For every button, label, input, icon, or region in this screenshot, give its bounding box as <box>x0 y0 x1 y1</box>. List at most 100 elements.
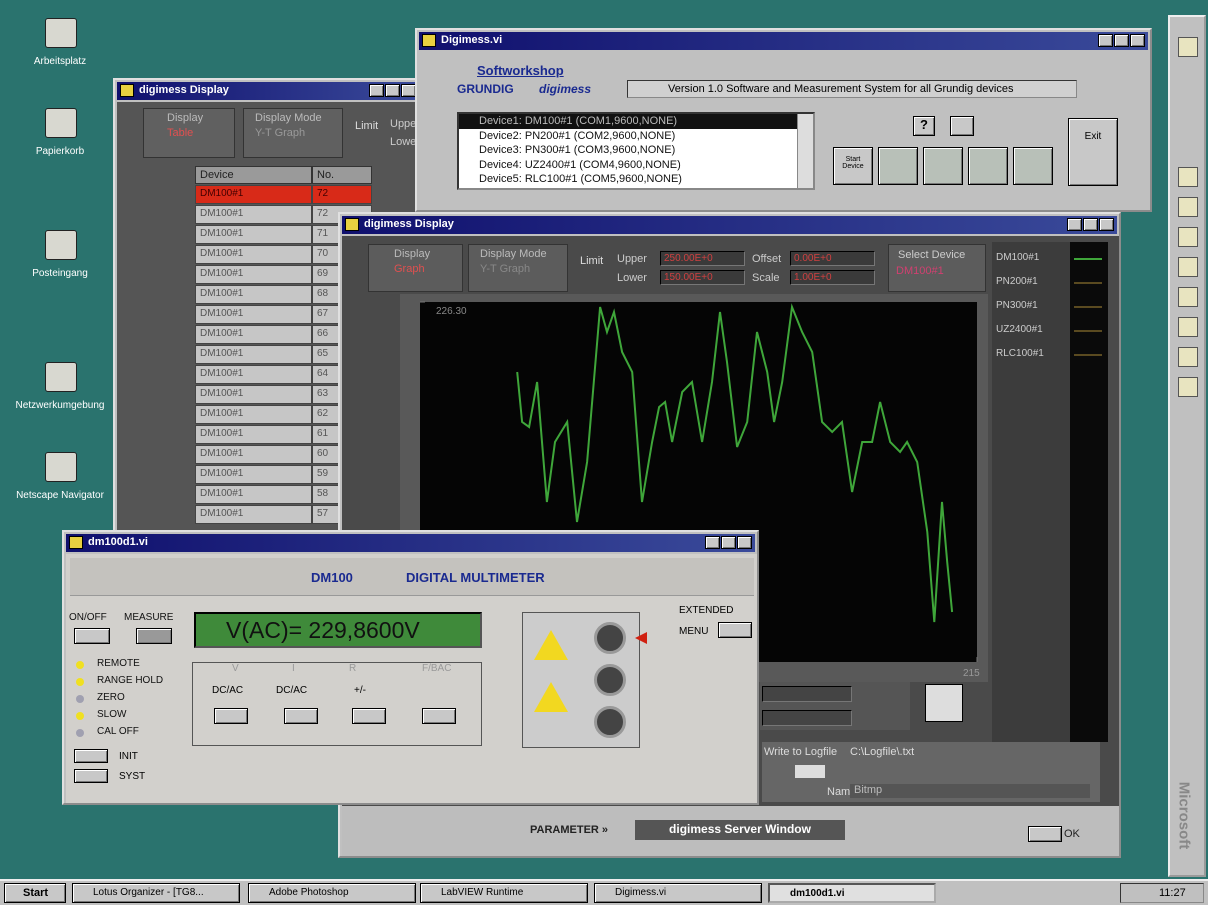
table-cell: DM100#1 <box>195 205 312 224</box>
input-jack <box>594 664 626 696</box>
input-jack <box>594 622 626 654</box>
init-label: INIT <box>119 751 138 762</box>
office-button[interactable] <box>1178 227 1198 247</box>
window-control[interactable] <box>401 84 416 97</box>
device-item[interactable]: Device5: RLC100#1 (COM5,9600,NONE) <box>459 172 799 187</box>
tool-button[interactable] <box>968 147 1008 185</box>
desktop-icon-label: Netzwerkumgebung <box>8 400 112 411</box>
device-item[interactable]: Device3: PN300#1 (COM3,9600,NONE) <box>459 143 799 158</box>
mode-button[interactable] <box>352 708 386 724</box>
tray: 11:27 <box>1120 883 1204 903</box>
desktop-icon-label: Papierkorb <box>8 146 112 157</box>
mode-button-label: DC/AC <box>212 685 243 696</box>
syst-label: SYST <box>119 771 145 782</box>
extended-label: EXTENDED <box>679 605 733 616</box>
table-cell: DM100#1 <box>195 325 312 344</box>
taskbar-item[interactable]: Adobe Photoshop <box>248 883 416 903</box>
window-control[interactable] <box>721 536 736 549</box>
indicator-led <box>76 729 84 737</box>
table-cell: DM100#1 <box>195 385 312 404</box>
desktop-icon-label: Posteingang <box>8 268 112 279</box>
window-control[interactable] <box>705 536 720 549</box>
office-button[interactable] <box>1178 317 1198 337</box>
window-control[interactable] <box>1130 34 1145 47</box>
indicator-label: ZERO <box>97 692 125 703</box>
table-cell: DM100#1 <box>195 425 312 444</box>
office-button[interactable] <box>1178 167 1198 187</box>
office-button[interactable] <box>1178 257 1198 277</box>
menu-label: MENU <box>679 626 708 637</box>
desktop-icon[interactable] <box>45 362 77 392</box>
input-jack <box>594 706 626 738</box>
indicator-led <box>76 678 84 686</box>
measure-button[interactable] <box>136 628 172 644</box>
desktop-icon[interactable] <box>45 452 77 482</box>
on-off-button[interactable] <box>74 628 110 644</box>
mode-button[interactable] <box>422 708 456 724</box>
device-item[interactable]: Device4: UZ2400#1 (COM4,9600,NONE) <box>459 158 799 173</box>
indicator-led <box>76 712 84 720</box>
help-button[interactable]: ? <box>913 116 935 136</box>
version-box: Version 1.0 Software and Measurement Sys… <box>627 80 1077 98</box>
multimeter-window: dm100d1.viDM100DIGITAL MULTIMETERON/OFFM… <box>62 530 759 805</box>
window-title: dm100d1.vi <box>88 536 148 548</box>
limit-label: Limit <box>355 120 378 132</box>
office-button[interactable] <box>1178 347 1198 367</box>
softworkshop-link[interactable]: Softworkshop <box>477 63 564 78</box>
taskbar-item[interactable]: dm100d1.vi <box>768 883 936 903</box>
start-device-button[interactable]: Start Device <box>833 147 873 185</box>
table-cell: 72 <box>312 185 372 204</box>
exit-button[interactable]: Exit <box>1068 118 1118 186</box>
mode-button[interactable] <box>214 708 248 724</box>
desktop-icon[interactable] <box>45 230 77 260</box>
indicator-label: REMOTE <box>97 658 140 669</box>
mode-button-label: DC/AC <box>276 685 307 696</box>
office-button[interactable] <box>1178 37 1198 57</box>
window-control[interactable] <box>369 84 384 97</box>
office-button[interactable] <box>1178 197 1198 217</box>
window-control[interactable] <box>385 84 400 97</box>
desktop-icon-label: Netscape Navigator <box>8 490 112 501</box>
measure-label: MEASURE <box>124 612 173 623</box>
device-item[interactable]: Device2: PN200#1 (COM2,9600,NONE) <box>459 129 799 144</box>
table-cell: DM100#1 <box>195 405 312 424</box>
taskbar-item[interactable]: LabVIEW Runtime <box>420 883 588 903</box>
start-button[interactable]: Start <box>4 883 66 903</box>
mode-group <box>192 662 482 746</box>
menu-button[interactable] <box>718 622 752 638</box>
init-button[interactable] <box>74 749 108 763</box>
mode-button[interactable] <box>284 708 318 724</box>
window-control[interactable] <box>1114 34 1129 47</box>
syst-button[interactable] <box>74 769 108 783</box>
taskbar-item[interactable]: Digimess.vi <box>594 883 762 903</box>
window-control[interactable] <box>737 536 752 549</box>
tool-button[interactable] <box>878 147 918 185</box>
window-icon <box>120 84 134 97</box>
window-icon <box>69 536 83 549</box>
scrollbar <box>797 114 813 188</box>
table-cell: DM100#1 <box>195 345 312 364</box>
tool-button[interactable] <box>923 147 963 185</box>
table-cell: DM100#1 <box>195 285 312 304</box>
tool-button[interactable] <box>1013 147 1053 185</box>
table-cell: DM100#1 <box>195 365 312 384</box>
context-help-button[interactable] <box>950 116 974 136</box>
table-cell: DM100#1 <box>195 485 312 504</box>
table-cell: DM100#1 <box>195 265 312 284</box>
taskbar-item[interactable]: Lotus Organizer - [TG8... <box>72 883 240 903</box>
digimess-window: Digimess.viSoftworkshopGRUNDIGdigimessVe… <box>415 28 1152 212</box>
display-label: Display <box>167 112 203 124</box>
office-button[interactable] <box>1178 287 1198 307</box>
office-bar: Microsoft <box>1168 15 1206 877</box>
desktop-icon[interactable] <box>45 18 77 48</box>
indicator-led <box>76 695 84 703</box>
office-button[interactable] <box>1178 377 1198 397</box>
desktop-icon[interactable] <box>45 108 77 138</box>
window-title: Digimess.vi <box>441 34 502 46</box>
heading: DIGITAL MULTIMETER <box>406 570 545 585</box>
table-cell: DM100#1 <box>195 445 312 464</box>
window-control[interactable] <box>1098 34 1113 47</box>
device-item[interactable]: Device1: DM100#1 (COM1,9600,NONE) <box>459 114 799 129</box>
table-cell: DM100#1 <box>195 505 312 524</box>
device-list: Device1: DM100#1 (COM1,9600,NONE)Device2… <box>457 112 815 190</box>
